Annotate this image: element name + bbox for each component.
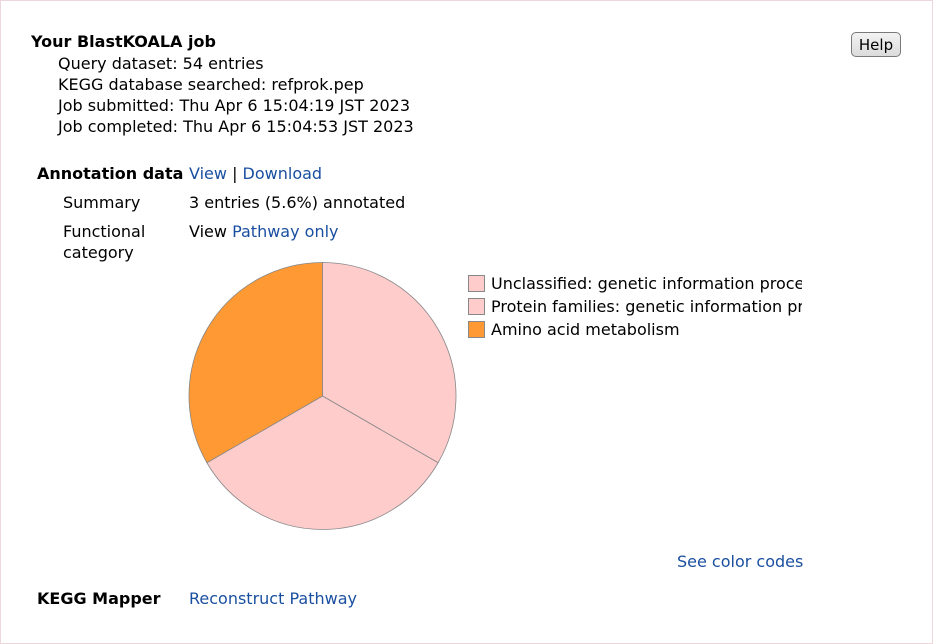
- view-prefix: View: [189, 222, 227, 241]
- legend-item: Unclassified: genetic information proces…: [468, 272, 802, 295]
- link-separator: |: [232, 164, 238, 183]
- legend-item: Protein families: genetic information pr…: [468, 295, 802, 318]
- functional-label-line1: Functional: [63, 222, 146, 241]
- completed-line: Job completed: Thu Apr 6 15:04:53 JST 20…: [58, 117, 414, 136]
- help-button[interactable]: Help: [851, 32, 901, 57]
- pie-slice-0: [322, 262, 457, 464]
- pie-legend: Unclassified: genetic information proces…: [468, 272, 802, 341]
- submitted-line: Job submitted: Thu Apr 6 15:04:19 JST 20…: [58, 96, 411, 115]
- legend-swatch: [468, 321, 485, 338]
- legend-swatch: [468, 298, 485, 315]
- legend-item: Amino acid metabolism: [468, 318, 802, 341]
- download-link[interactable]: Download: [242, 164, 323, 183]
- summary-value: 3 entries (5.6%) annotated: [189, 193, 406, 212]
- pie-slice-1: [206, 395, 439, 530]
- see-color-codes-link-wrap: See color codes: [677, 552, 803, 571]
- summary-label: Summary: [63, 193, 141, 212]
- legend-label: Protein families: genetic information pr…: [491, 297, 802, 316]
- legend-swatch: [468, 275, 485, 292]
- reconstruct-link-wrap: Reconstruct Pathway: [189, 589, 357, 608]
- database-line: KEGG database searched: refprok.pep: [58, 75, 364, 94]
- query-dataset-line: Query dataset: 54 entries: [58, 54, 264, 73]
- legend-label: Unclassified: genetic information proces…: [491, 274, 802, 293]
- functional-label-line2: category: [63, 243, 134, 262]
- annotation-links: View | Download: [189, 164, 322, 183]
- legend-label: Amino acid metabolism: [491, 320, 680, 339]
- kegg-mapper-label: KEGG Mapper: [37, 589, 161, 608]
- view-link[interactable]: View: [189, 164, 227, 183]
- reconstruct-pathway-link[interactable]: Reconstruct Pathway: [189, 589, 357, 608]
- annotation-data-label: Annotation data: [37, 164, 184, 183]
- see-color-codes-link[interactable]: See color codes: [677, 552, 804, 571]
- job-title: Your BlastKOALA job: [31, 32, 216, 51]
- pie-slice-2: [188, 262, 323, 464]
- functional-view: View Pathway only: [189, 222, 339, 241]
- functional-category-pie-chart: [188, 262, 457, 530]
- pathway-only-link[interactable]: Pathway only: [232, 222, 339, 241]
